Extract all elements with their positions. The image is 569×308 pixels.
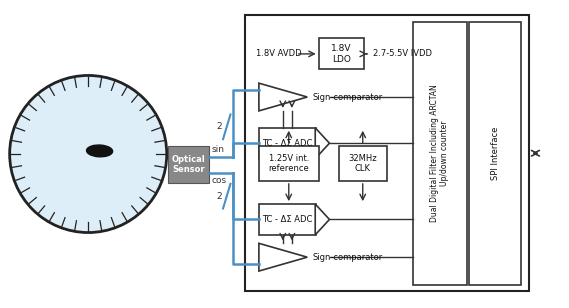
Polygon shape [315,128,329,159]
Text: Optical
Sensor: Optical Sensor [171,155,205,174]
Ellipse shape [86,145,113,157]
Text: cos: cos [212,176,227,185]
Polygon shape [259,83,307,111]
Bar [469,22,521,285]
Text: 2: 2 [216,122,222,131]
Ellipse shape [10,75,167,233]
Bar [319,38,364,69]
Text: TC - ΔΣ ADC: TC - ΔΣ ADC [262,215,312,224]
Text: 1.8V
LDO: 1.8V LDO [331,44,352,63]
Bar [259,204,316,235]
Text: 32MHz
CLK: 32MHz CLK [348,154,377,173]
Text: TC - ΔΣ ADC: TC - ΔΣ ADC [262,139,312,148]
Bar [259,128,316,159]
Text: Dual Digital Filter Including ARCTAN
Up/down counter: Dual Digital Filter Including ARCTAN Up/… [430,84,450,222]
Bar [413,22,467,285]
Polygon shape [259,243,307,271]
Text: 1.25V int.
reference: 1.25V int. reference [269,154,309,173]
Text: 2: 2 [216,192,222,201]
Text: Sign-comparator: Sign-comparator [313,92,383,102]
Text: Sign-comparator: Sign-comparator [313,253,383,262]
Text: SPI Interface: SPI Interface [490,127,500,180]
Text: sin: sin [212,144,225,154]
Bar [168,146,209,183]
Bar [339,145,387,181]
Bar [259,145,319,181]
Polygon shape [315,204,329,235]
Text: 1.8V AVDD: 1.8V AVDD [256,49,302,59]
Bar [245,15,529,291]
Text: 2.7-5.5V IVDD: 2.7-5.5V IVDD [373,49,432,59]
